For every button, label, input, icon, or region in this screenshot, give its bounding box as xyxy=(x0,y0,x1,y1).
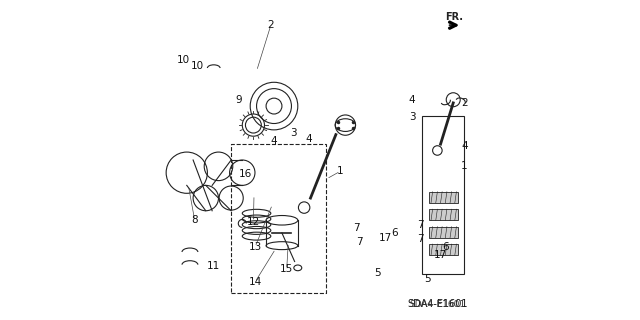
Bar xyxy=(429,244,458,255)
Text: 9: 9 xyxy=(236,95,243,105)
Text: 10: 10 xyxy=(191,61,204,71)
Text: FR.: FR. xyxy=(445,12,463,22)
Text: 7: 7 xyxy=(417,234,423,244)
Bar xyxy=(422,116,465,274)
Text: 16: 16 xyxy=(239,169,252,179)
Text: 5: 5 xyxy=(424,274,431,284)
Bar xyxy=(429,227,458,238)
Text: 6: 6 xyxy=(442,242,449,252)
Text: 1: 1 xyxy=(461,161,468,171)
Text: 17: 17 xyxy=(434,250,447,260)
Text: SDA4-E1601: SDA4-E1601 xyxy=(410,300,465,309)
Text: 14: 14 xyxy=(248,277,262,287)
Text: 4: 4 xyxy=(271,136,277,146)
Bar xyxy=(231,144,326,293)
Bar xyxy=(429,192,458,203)
Text: 2: 2 xyxy=(461,98,468,108)
Text: 4: 4 xyxy=(409,95,415,105)
Text: 7: 7 xyxy=(353,223,360,233)
Text: 17: 17 xyxy=(378,233,392,243)
Text: 4: 4 xyxy=(305,134,312,144)
Text: 7: 7 xyxy=(417,220,423,230)
Text: 13: 13 xyxy=(248,242,262,252)
Text: 6: 6 xyxy=(391,228,398,238)
Text: 10: 10 xyxy=(177,55,190,65)
Text: 7: 7 xyxy=(356,237,363,247)
Text: 5: 5 xyxy=(374,268,380,278)
Text: 1: 1 xyxy=(337,166,344,176)
Text: 15: 15 xyxy=(280,264,293,275)
Text: 11: 11 xyxy=(207,261,220,271)
Text: 8: 8 xyxy=(191,215,198,225)
Text: 4: 4 xyxy=(461,141,468,151)
Text: 2: 2 xyxy=(268,20,274,30)
Text: SDA4-E1601: SDA4-E1601 xyxy=(407,299,468,309)
Bar xyxy=(429,209,458,220)
Text: 3: 3 xyxy=(290,128,296,138)
Text: 3: 3 xyxy=(409,112,415,122)
Text: 12: 12 xyxy=(247,217,260,227)
